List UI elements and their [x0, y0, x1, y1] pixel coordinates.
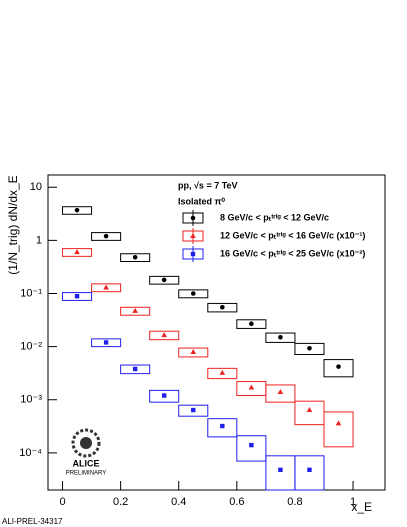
marker	[132, 255, 138, 260]
sys-box	[265, 332, 296, 343]
logo-core	[80, 437, 92, 449]
sys-box	[207, 302, 238, 313]
sys-box	[120, 364, 151, 375]
y-tick-label: 10	[30, 181, 42, 193]
sys-box	[149, 330, 180, 341]
sys-box	[265, 384, 296, 403]
sys-box	[91, 232, 122, 241]
marker	[132, 307, 138, 313]
marker	[190, 251, 196, 257]
logo: ALICE PRELIMINARY	[66, 428, 107, 477]
logo-text: ALICE	[73, 458, 100, 468]
sys-box	[236, 319, 267, 329]
marker	[190, 215, 196, 221]
marker	[336, 364, 341, 369]
y-tick-label: 10⁻³	[20, 394, 42, 406]
marker	[190, 291, 196, 296]
marker	[278, 467, 283, 473]
x-tick-label: 0.4	[171, 496, 186, 508]
sys-box	[265, 455, 296, 491]
legend-label: 16 GeV/c < pₜᵗʳⁱᵍ < 25 GeV/c (x10⁻²)	[220, 247, 365, 258]
marker	[307, 467, 312, 473]
marker	[248, 384, 255, 390]
marker	[74, 249, 80, 255]
sys-box	[91, 338, 122, 348]
x-tick-label: 1	[350, 496, 356, 508]
sys-box	[120, 306, 151, 316]
marker	[162, 393, 167, 398]
marker	[103, 233, 109, 239]
marker	[190, 349, 197, 355]
footer: ALI-PREL-34317	[2, 517, 63, 526]
marker	[103, 284, 109, 290]
logo-text: PRELIMINARY	[66, 471, 107, 477]
x-axis-label: x_E	[351, 500, 372, 514]
y-tick-label: 10⁻¹	[20, 287, 42, 299]
sys-box	[149, 275, 180, 285]
marker	[220, 423, 225, 429]
marker	[191, 407, 196, 413]
sys-box	[62, 248, 93, 257]
marker	[132, 366, 138, 372]
sys-box	[207, 418, 238, 438]
sys-box	[323, 359, 354, 378]
marker	[249, 321, 254, 327]
marker	[278, 334, 283, 340]
sys-box	[120, 253, 151, 263]
sys-box	[178, 289, 209, 299]
marker	[249, 442, 254, 448]
sys-box	[178, 404, 209, 417]
sys-box	[236, 435, 267, 462]
x-tick-label: 0.6	[229, 496, 244, 508]
marker	[306, 407, 313, 413]
legend-label: 8 GeV/c < pₜᵗʳⁱᵍ < 12 GeV/c	[220, 211, 329, 222]
y-axis-label: (1/N_trig) dN/dx_E	[6, 175, 20, 274]
sys-box	[149, 389, 180, 403]
marker	[161, 277, 167, 283]
y-tick-label: 10⁻²	[20, 341, 42, 353]
marker	[335, 420, 342, 426]
x-tick-label: 0.2	[113, 496, 128, 508]
marker	[74, 207, 80, 213]
sys-box	[207, 367, 238, 380]
sys-box	[323, 411, 354, 448]
marker	[161, 332, 168, 338]
x-tick-label: 0	[59, 496, 65, 508]
sys-box	[294, 455, 325, 491]
sys-box	[62, 206, 93, 215]
annotation: Isolated π⁰	[178, 196, 225, 206]
marker	[307, 345, 312, 351]
y-tick-label: 10⁻⁴	[19, 447, 42, 459]
marker	[190, 233, 196, 238]
marker	[103, 340, 109, 345]
y-tick-label: 1	[36, 234, 42, 246]
sys-box	[294, 342, 325, 356]
sys-box	[62, 292, 93, 301]
logo-ring	[71, 428, 101, 458]
x-tick-label: 0.8	[287, 496, 302, 508]
frame	[47, 174, 386, 491]
sys-box	[91, 283, 122, 293]
marker	[219, 369, 226, 375]
marker	[220, 304, 225, 310]
legend-label: 12 GeV/c < pₜᵗʳⁱᵍ < 16 GeV/c (x10⁻¹)	[220, 229, 365, 240]
annotation: pp, √s = 7 TeV	[178, 180, 238, 190]
sys-box	[294, 400, 325, 426]
sys-box	[178, 347, 209, 358]
marker	[277, 388, 284, 394]
marker	[74, 293, 80, 299]
